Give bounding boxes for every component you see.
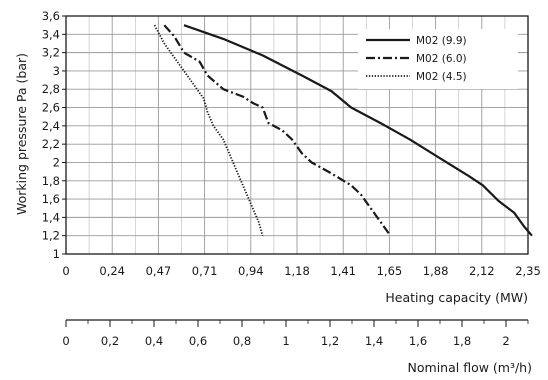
x-tick-label: 1,88 xyxy=(423,264,449,278)
y-tick-label: 2,4 xyxy=(42,119,60,133)
y-tick-label: 3,6 xyxy=(42,9,60,23)
x-tick-label: 0,24 xyxy=(99,264,125,278)
y-tick-label: 2,8 xyxy=(42,82,60,96)
y-tick-label: 2 xyxy=(53,155,60,169)
secondary-axis-tick-labels: 0 0,2 0,4 0,6 0,8 1 1,2 1,4 1,6 1,8 2 xyxy=(62,334,509,348)
x-tick-label: 0 xyxy=(62,264,69,278)
y-axis-title: Working pressure Pa (bar) xyxy=(14,53,29,215)
y-tick-label: 1,4 xyxy=(42,210,60,224)
legend: M02 (9.9) M02 (6.0) M02 (4.5) xyxy=(358,29,518,89)
x-tick-label: 1,41 xyxy=(330,264,356,278)
y-tick-label: 3,2 xyxy=(42,46,60,60)
secondary-tick-label: 0,4 xyxy=(145,334,163,348)
series-line-2 xyxy=(153,24,264,236)
secondary-tick-label: 1,8 xyxy=(453,334,471,348)
y-tick-label: 1,6 xyxy=(42,192,60,206)
x-tick-label: 2,12 xyxy=(469,264,495,278)
secondary-axis-ticks xyxy=(65,320,529,327)
secondary-tick-label: 0,6 xyxy=(189,334,207,348)
secondary-tick-label: 1 xyxy=(282,334,289,348)
secondary-tick-label: 2 xyxy=(502,334,509,348)
y-tick-label: 2,2 xyxy=(42,137,60,151)
x-tick-label: 0,71 xyxy=(192,264,218,278)
x-axis-title: Heating capacity (MW) xyxy=(385,290,528,305)
y-tick-label: 1 xyxy=(53,247,60,261)
legend-label-m02-9-9: M02 (9.9) xyxy=(416,35,467,47)
legend-label-m02-6-0: M02 (6.0) xyxy=(416,53,467,65)
y-tick-label: 3,4 xyxy=(42,27,60,41)
secondary-tick-label: 0 xyxy=(62,334,69,348)
plot-border xyxy=(65,15,529,255)
secondary-tick-label: 0,2 xyxy=(101,334,119,348)
y-tick-label: 2,6 xyxy=(42,101,60,115)
secondary-axis-title: Nominal flow (m³/h) xyxy=(408,360,532,375)
series-lines xyxy=(153,24,533,237)
secondary-tick-label: 1,4 xyxy=(365,334,383,348)
x-tick-label: 1,65 xyxy=(377,264,403,278)
secondary-axis: 0 0,2 0,4 0,6 0,8 1 1,2 1,4 1,6 1,8 2 Nominal flow… xyxy=(62,319,532,375)
secondary-tick-label: 1,6 xyxy=(409,334,427,348)
x-tick-label: 2,35 xyxy=(515,264,541,278)
y-tick-labels: 1 1,2 1,4 1,6 1,8 2 2,2 2,4 2,6 2,8 3 3,2 3,4 3,6 xyxy=(42,9,66,261)
secondary-tick-label: 1,2 xyxy=(321,334,339,348)
plot-frame xyxy=(65,15,529,255)
series-line-0 xyxy=(183,24,533,237)
y-tick-label: 1,2 xyxy=(42,229,60,243)
legend-label-m02-4-5: M02 (4.5) xyxy=(416,71,467,83)
x-tick-labels: 0 0,24 0,47 0,71 0,94 1,18 1,41 1,65 1,88 2,12 2,3… xyxy=(62,264,540,278)
x-tick-label: 1,18 xyxy=(284,264,310,278)
y-tick-label: 3 xyxy=(53,64,60,78)
x-tick-label: 0,47 xyxy=(146,264,172,278)
series-line-1 xyxy=(163,24,392,237)
y-tick-label: 1,8 xyxy=(42,174,60,188)
x-tick-label: 0,94 xyxy=(238,264,264,278)
secondary-tick-label: 0,8 xyxy=(233,334,251,348)
